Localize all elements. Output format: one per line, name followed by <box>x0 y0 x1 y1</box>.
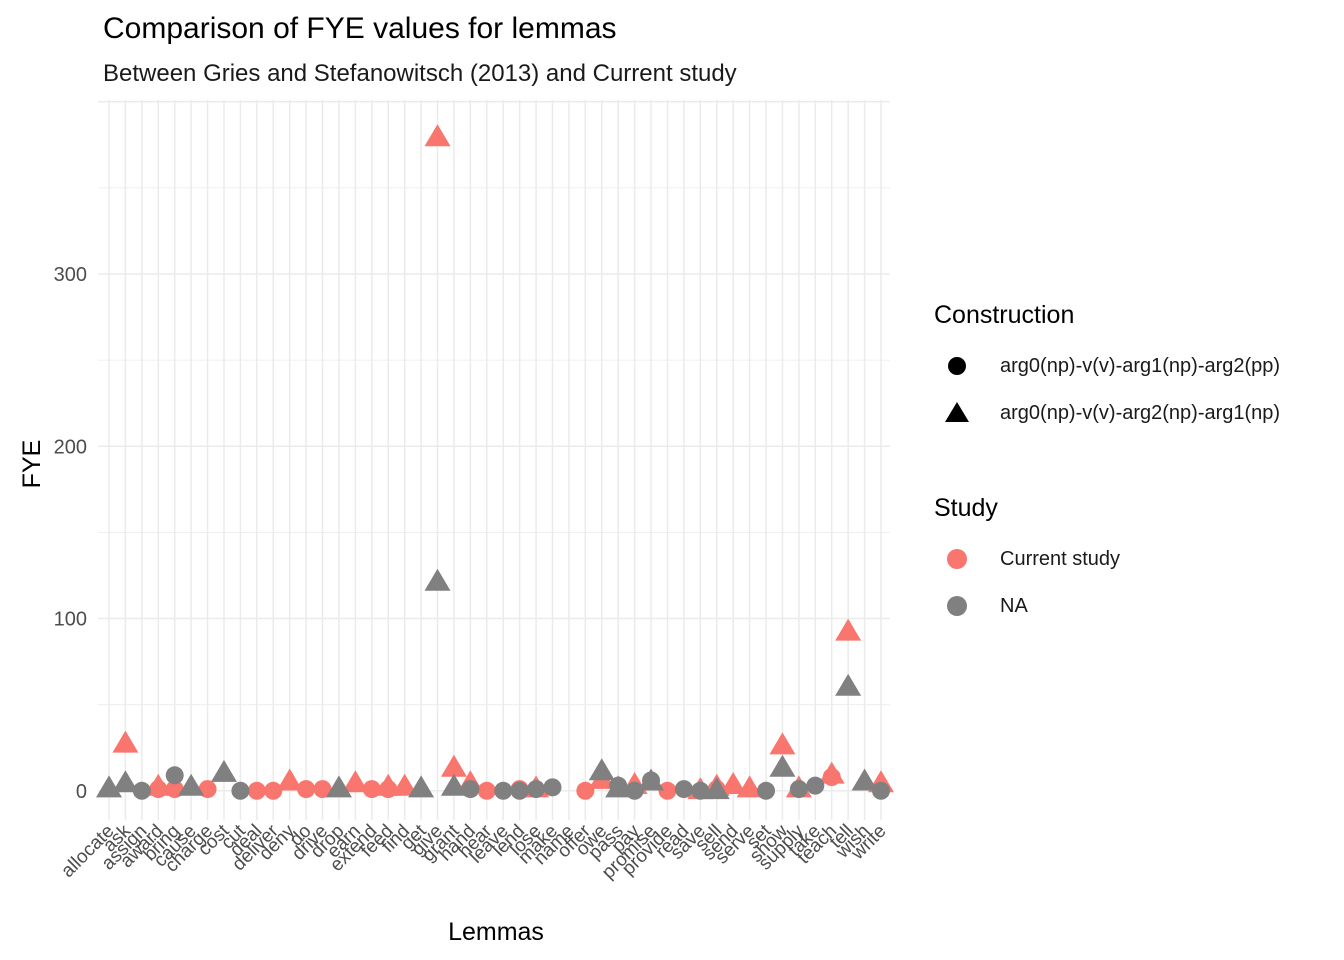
data-point-send-triangle <box>720 771 747 794</box>
triangle-shape-icon <box>940 401 974 425</box>
data-point-lose-circle <box>527 780 546 799</box>
legend-item-label: Current study <box>1000 547 1121 570</box>
legend-item-triangle: arg0(np)-v(v)-arg2(np)-arg1(np) <box>940 401 1280 425</box>
x-axis-label: Lemmas <box>448 918 544 946</box>
data-point-make-circle <box>543 778 562 797</box>
data-point-grant-triangle <box>440 773 467 796</box>
data-point-hear-circle <box>477 781 496 800</box>
data-point-drop-triangle <box>325 775 352 798</box>
data-point-cost-triangle <box>210 759 237 782</box>
data-point-wish-triangle <box>851 768 878 791</box>
y-tick-label: 200 <box>54 436 87 458</box>
data-point-deny-triangle <box>276 768 303 791</box>
data-point-deliver-circle <box>264 781 283 800</box>
data-point-deal-circle <box>247 781 266 800</box>
y-axis-label: FYE <box>18 440 46 489</box>
data-point-leave-circle <box>494 781 513 800</box>
data-point-extend-circle <box>362 780 381 799</box>
data-point-serve-triangle <box>736 775 763 798</box>
legend-item-circle: arg0(np)-v(v)-arg1(np)-arg2(pp) <box>940 354 1280 378</box>
data-point-offer-circle <box>576 781 595 800</box>
data-point-tell-triangle <box>835 673 862 696</box>
data-point-give-triangle <box>424 124 451 147</box>
data-point-cut-circle <box>231 781 250 800</box>
data-point-promise-triangle <box>638 768 665 791</box>
current-study-color-icon <box>940 547 974 571</box>
data-point-do-circle <box>297 780 316 799</box>
data-point-hand-circle <box>461 780 480 799</box>
data-point-award-triangle <box>145 773 172 796</box>
data-point-owe-triangle <box>588 758 615 781</box>
legend-study-title: Study <box>934 494 998 522</box>
y-tick-label: 0 <box>76 781 87 803</box>
data-point-provide-circle <box>658 781 677 800</box>
data-point-feed-triangle <box>375 773 402 796</box>
data-point-cause-triangle <box>178 773 205 796</box>
legend-item-label: NA <box>1000 594 1028 617</box>
grid-lines <box>98 100 890 820</box>
data-point-take-circle <box>806 776 825 795</box>
data-point-assign-circle <box>132 781 151 800</box>
circle-shape-icon <box>940 354 974 378</box>
data-point-supply-circle <box>789 780 808 799</box>
data-point-show-triangle <box>769 732 796 755</box>
data-point-pass-circle <box>609 776 628 795</box>
y-tick-label: 100 <box>54 609 87 631</box>
data-point-grant-triangle <box>440 754 467 777</box>
legend-item-na: NA <box>940 594 1028 618</box>
data-point-find-triangle <box>391 773 418 796</box>
data-point-bring-circle <box>165 780 184 799</box>
legend-item-label: arg0(np)-v(v)-arg1(np)-arg2(pp) <box>1000 354 1281 377</box>
y-tick-label: 300 <box>54 264 87 286</box>
data-point-drive-circle <box>313 780 332 799</box>
data-point-lend-circle <box>510 781 529 800</box>
chart-title: Comparison of FYE values for lemmas <box>103 12 617 45</box>
data-point-ask-triangle <box>112 730 139 753</box>
data-point-set-circle <box>757 781 776 800</box>
data-point-ask-triangle <box>112 770 139 793</box>
chart-subtitle: Between Gries and Stefanowitsch (2013) a… <box>103 60 737 87</box>
data-point-read-circle <box>674 780 693 799</box>
data-point-pay-circle <box>625 781 644 800</box>
data-point-give-triangle <box>424 568 451 591</box>
y-axis-ticks: 0 100 200 300 <box>54 264 87 803</box>
data-point-show-triangle <box>769 754 796 777</box>
data-point-save-circle <box>691 781 710 800</box>
legend-item-label: arg0(np)-v(v)-arg2(np)-arg1(np) <box>1000 401 1281 424</box>
data-points <box>96 124 894 800</box>
legend-item-current-study: Current study <box>940 547 1120 571</box>
data-point-earn-triangle <box>342 770 369 793</box>
data-point-tell-triangle <box>835 618 862 641</box>
x-axis-ticks: allocateaskassignawardbringcausechargeco… <box>57 820 890 883</box>
data-point-bring-circle <box>165 766 184 785</box>
data-point-get-triangle <box>408 775 435 798</box>
data-point-charge-circle <box>198 780 217 799</box>
na-color-icon <box>940 594 974 618</box>
legend-construction-title: Construction <box>934 301 1075 329</box>
data-point-sell-triangle <box>703 777 730 800</box>
data-point-write-circle <box>872 781 890 800</box>
data-point-teach-triangle <box>818 761 845 784</box>
